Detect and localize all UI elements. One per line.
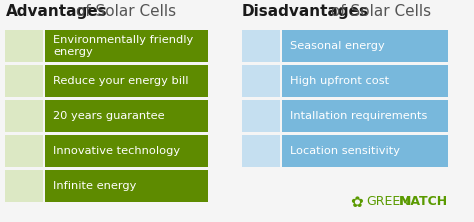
FancyBboxPatch shape: [5, 65, 43, 97]
FancyBboxPatch shape: [282, 135, 448, 167]
Text: Intallation requirements: Intallation requirements: [290, 111, 428, 121]
FancyBboxPatch shape: [242, 65, 280, 97]
FancyBboxPatch shape: [45, 135, 208, 167]
FancyBboxPatch shape: [45, 65, 208, 97]
Text: MATCH: MATCH: [399, 195, 448, 208]
Text: GREEN: GREEN: [366, 195, 410, 208]
FancyBboxPatch shape: [5, 100, 43, 132]
Text: of Solar Cells: of Solar Cells: [71, 4, 176, 19]
FancyBboxPatch shape: [45, 170, 208, 202]
FancyBboxPatch shape: [5, 135, 43, 167]
FancyBboxPatch shape: [45, 100, 208, 132]
Text: Seasonal energy: Seasonal energy: [290, 41, 385, 51]
FancyBboxPatch shape: [282, 100, 448, 132]
FancyBboxPatch shape: [242, 30, 280, 62]
Text: High upfront cost: High upfront cost: [290, 76, 389, 86]
Text: ✿: ✿: [350, 195, 363, 210]
Text: 20 years guarantee: 20 years guarantee: [53, 111, 164, 121]
Text: of Solar Cells: of Solar Cells: [327, 4, 432, 19]
FancyBboxPatch shape: [282, 65, 448, 97]
Text: Infinite energy: Infinite energy: [53, 181, 137, 191]
Text: Innovative technology: Innovative technology: [53, 146, 180, 156]
Text: Environmentally friendly
energy: Environmentally friendly energy: [53, 35, 193, 57]
Text: Disadvantages: Disadvantages: [242, 4, 369, 19]
Text: Reduce your energy bill: Reduce your energy bill: [53, 76, 189, 86]
FancyBboxPatch shape: [242, 100, 280, 132]
Text: Location sensitivity: Location sensitivity: [290, 146, 400, 156]
FancyBboxPatch shape: [242, 135, 280, 167]
FancyBboxPatch shape: [5, 30, 43, 62]
Text: Advantages: Advantages: [6, 4, 108, 19]
FancyBboxPatch shape: [45, 30, 208, 62]
FancyBboxPatch shape: [5, 170, 43, 202]
FancyBboxPatch shape: [282, 30, 448, 62]
